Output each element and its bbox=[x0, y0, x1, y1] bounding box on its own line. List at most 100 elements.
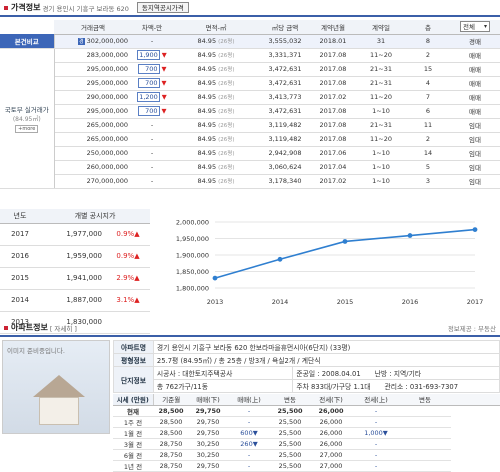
trade-price: 260,000,000 bbox=[54, 160, 132, 175]
price-row: 국토부 실거래가 (84.95㎡) +more 283,000,000 1,900 ▼ 84… bbox=[0, 48, 500, 189]
y-tick-label: 1,900,000 bbox=[176, 252, 209, 260]
basis-month: 1주 전 bbox=[113, 416, 153, 428]
area: 84.95 (26평) bbox=[172, 146, 260, 161]
diff-value: 700 bbox=[137, 78, 160, 88]
price-row: 본건비교 경 302,000,000-84.95 (26평) 3,555,032 201… bbox=[0, 34, 500, 49]
complex-info-label: 단지정보 bbox=[113, 366, 154, 393]
price-row: 250,000,000-84.95 (26평) 2,942,908 2017.06 1… bbox=[0, 146, 500, 161]
contract-month: 2017.08 bbox=[310, 118, 356, 133]
col-official-price: 개별 공시지가 bbox=[40, 209, 150, 224]
x-tick-label: 2013 bbox=[207, 298, 224, 306]
trade-type: 매매 bbox=[450, 76, 500, 91]
sale-change: - bbox=[227, 449, 271, 461]
molit-area: (84.95㎡) bbox=[12, 115, 41, 123]
diff-value: - bbox=[150, 135, 154, 143]
price-section-address: 경기 용인시 기흥구 보라동 620 bbox=[42, 4, 129, 13]
apt-section-header: 아파트정보 [ 자세히 ] 정보제공 : 부동산 bbox=[0, 320, 500, 337]
contract-day: 21~31 bbox=[356, 76, 406, 91]
trade-type: 임대 bbox=[450, 132, 500, 147]
change-pct bbox=[106, 311, 150, 334]
lease-high: 27,000 bbox=[309, 449, 353, 461]
down-arrow-icon: ▼ bbox=[161, 107, 167, 115]
market-row: 1월 전 28,500 29,750 600▼ 25,500 26,000 1,000▼ bbox=[113, 427, 500, 439]
contract-day: 11~20 bbox=[356, 48, 406, 63]
floor: 4 bbox=[406, 76, 450, 91]
down-arrow-icon: ▼ bbox=[161, 51, 167, 59]
price-row: 270,000,000-84.95 (26평) 3,178,340 2017.02 1… bbox=[0, 174, 500, 189]
trade-price-value: 295,000,000 bbox=[86, 107, 128, 115]
trade-price: 295,000,000 bbox=[54, 62, 132, 77]
price-diff: - bbox=[132, 132, 172, 147]
col-sale-change: 변동 bbox=[271, 394, 309, 406]
price-row: 295,000,000 700 ▼ 84.95 (26평) 3,472,631 2017.… bbox=[0, 76, 500, 91]
contract-month: 2017.08 bbox=[310, 104, 356, 119]
parking-value: 주차 833대/가구당 1.1대 bbox=[296, 383, 371, 391]
col-unit-price: ㎡당 금액 bbox=[260, 20, 310, 35]
pyeong-value: (26평) bbox=[218, 81, 235, 87]
lease-change: 1,000▼ bbox=[353, 427, 399, 439]
area: 84.95 (26평) bbox=[172, 34, 260, 49]
col-type-filter[interactable]: 전체 bbox=[450, 20, 500, 35]
trade-price: 250,000,000 bbox=[54, 146, 132, 161]
trade-type: 매매 bbox=[450, 104, 500, 119]
pyeong-value: (26평) bbox=[218, 137, 235, 143]
contract-day: 11~20 bbox=[356, 90, 406, 105]
price-diff: 700 ▼ bbox=[132, 62, 172, 77]
diff-value: - bbox=[150, 163, 154, 171]
area: 84.95 (26평) bbox=[172, 132, 260, 147]
sale-change: 600▼ bbox=[227, 427, 271, 439]
trade-type: 경매 bbox=[450, 34, 500, 49]
trade-price: 295,000,000 bbox=[54, 104, 132, 119]
more-link[interactable]: +more bbox=[15, 124, 39, 133]
trade-type: 임대 bbox=[450, 174, 500, 189]
contract-day: 1~10 bbox=[356, 104, 406, 119]
trade-type: 임대 bbox=[450, 146, 500, 161]
contract-month: 2017.08 bbox=[310, 76, 356, 91]
apt-detail-link[interactable]: [ 자세히 ] bbox=[49, 324, 77, 333]
floor-plan-value: 25.7평 (84.95㎡) / 총 25층 / 방3개 / 욕실2개 / 계단… bbox=[152, 353, 500, 367]
y-tick-label: 1,950,000 bbox=[176, 235, 209, 243]
area-value: 84.95 bbox=[197, 79, 217, 87]
pyeong-value: (26평) bbox=[218, 67, 235, 73]
trade-price: 290,000,000 bbox=[54, 90, 132, 105]
yearly-row: 2016 1,959,000 0.9%▲ bbox=[0, 245, 150, 268]
trade-type: 임대 bbox=[450, 118, 500, 133]
price-section-header: 가격정보 경기 용인시 기흥구 보라동 620 동지역공시가격 bbox=[0, 0, 500, 17]
contract-month: 2017.02 bbox=[310, 90, 356, 105]
trade-price-value: 295,000,000 bbox=[86, 65, 128, 73]
floor: 2 bbox=[406, 132, 450, 147]
area-value: 84.95 bbox=[197, 65, 217, 73]
yearly-row: 2015 1,941,000 2.9%▲ bbox=[0, 267, 150, 290]
x-tick-label: 2014 bbox=[272, 298, 289, 306]
type-filter-select[interactable]: 전체 bbox=[460, 21, 490, 33]
sale-low: 28,500 bbox=[153, 416, 189, 428]
floor: 6 bbox=[406, 104, 450, 119]
floor: 7 bbox=[406, 90, 450, 105]
trade-type: 매매 bbox=[450, 62, 500, 77]
lease-high: 26,000 bbox=[309, 438, 353, 450]
contract-day: 31 bbox=[356, 34, 406, 49]
sale-high: 29,750 bbox=[189, 460, 227, 472]
data-point bbox=[277, 256, 283, 262]
down-arrow-icon: ▼ bbox=[161, 79, 167, 87]
col-floor: 층 bbox=[406, 20, 450, 35]
col-area: 면적-㎡ bbox=[172, 20, 260, 35]
price-row: 290,000,000 1,200 ▼ 84.95 (26평) 3,413,773 201… bbox=[0, 90, 500, 105]
area-value: 84.95 bbox=[197, 149, 217, 157]
unit-price: 3,472,631 bbox=[260, 62, 310, 77]
official-price-button[interactable]: 동지역공시가격 bbox=[136, 2, 189, 13]
contract-day: 11~20 bbox=[356, 132, 406, 147]
lease-low: 25,500 bbox=[271, 416, 309, 428]
trade-price-value: 265,000,000 bbox=[86, 135, 128, 143]
down-arrow-icon: ▼ bbox=[161, 65, 167, 73]
parking-office: 주차 833대/가구당 1.1대 관리소 : 031-693-7307 bbox=[292, 379, 500, 393]
area-value: 84.95 bbox=[197, 93, 217, 101]
trade-price-value: 270,000,000 bbox=[86, 177, 128, 185]
col-contract-month: 계약년월 bbox=[310, 20, 356, 35]
basis-month: 6월 전 bbox=[113, 449, 153, 461]
bullet-icon bbox=[4, 325, 8, 330]
contract-month: 2018.01 bbox=[310, 34, 356, 49]
households-value: 총 762가구/11동 bbox=[152, 379, 294, 393]
completion-value: 준공일 : 2008.04.01 bbox=[296, 370, 361, 378]
trade-price: 경 302,000,000 bbox=[54, 34, 132, 49]
